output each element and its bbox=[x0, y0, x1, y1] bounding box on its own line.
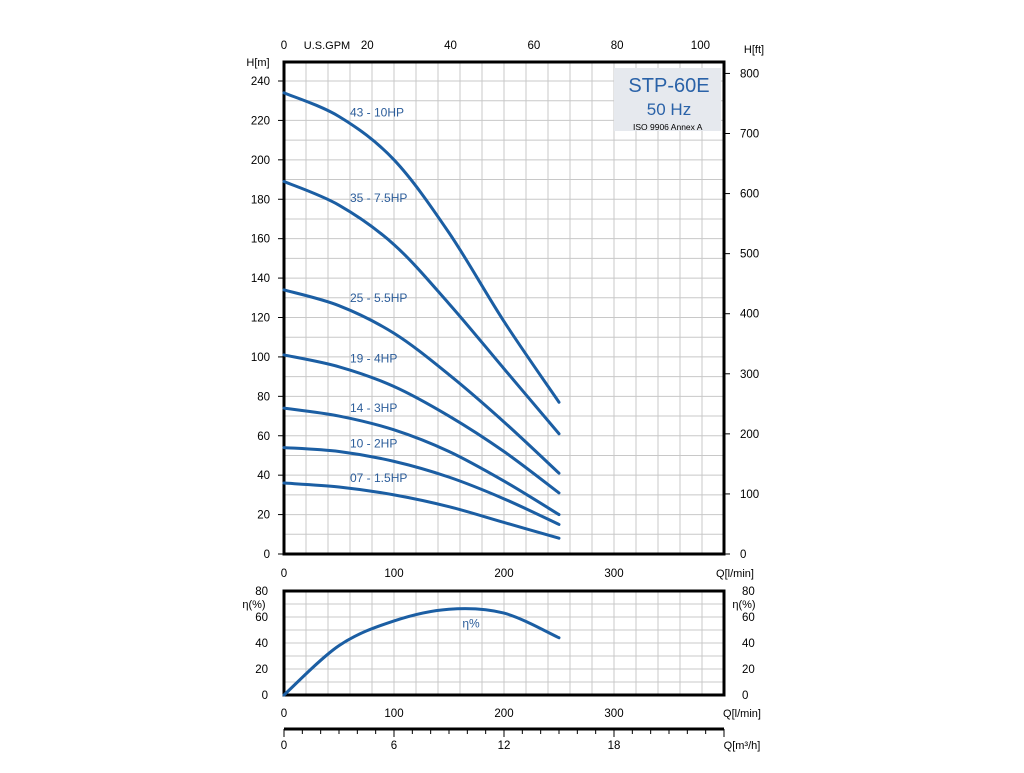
x-tick-label: 100 bbox=[384, 568, 403, 580]
x-axis-title: Q[l/min] bbox=[716, 568, 754, 580]
eff-right-tick-label: 40 bbox=[742, 638, 755, 650]
eff-left-axis-title: η(%) bbox=[242, 599, 265, 611]
m3h-tick-label: 6 bbox=[391, 740, 397, 752]
y-tick-label: 20 bbox=[257, 510, 270, 522]
gpm-tick-label: 80 bbox=[611, 40, 624, 52]
curve-label: 35 - 7.5HP bbox=[350, 191, 407, 205]
eff-left-tick-label: 80 bbox=[255, 586, 268, 598]
ft-tick-label: 300 bbox=[740, 369, 759, 381]
head-curve bbox=[282, 446, 561, 526]
x-tick-label: 300 bbox=[604, 568, 623, 580]
eff-x-tick-label: 200 bbox=[494, 708, 513, 720]
ft-tick-label: 100 bbox=[740, 489, 759, 501]
eff-right-tick-label: 20 bbox=[742, 664, 755, 676]
title-box: STP-60E 50 Hz ISO 9906 Annex A bbox=[614, 68, 721, 132]
curve-label: 14 - 3HP bbox=[350, 401, 397, 415]
eff-x-axis-title: Q[l/min] bbox=[723, 708, 761, 720]
gpm-tick-label: 40 bbox=[444, 40, 457, 52]
x-tick-label: 200 bbox=[494, 568, 513, 580]
m3h-axis-title: Q[m³/h] bbox=[724, 740, 761, 752]
curve-label: 19 - 4HP bbox=[350, 352, 397, 366]
y-tick-label: 140 bbox=[251, 273, 270, 285]
eff-x-tick-label: 0 bbox=[281, 708, 287, 720]
curve-label: 10 - 2HP bbox=[350, 437, 397, 451]
y-tick-label: 160 bbox=[251, 234, 270, 246]
curve-label: 07 - 1.5HP bbox=[350, 471, 407, 485]
eff-left-tick-label: 40 bbox=[255, 638, 268, 650]
ft-tick-label: 400 bbox=[740, 309, 759, 321]
efficiency-curve bbox=[282, 607, 561, 697]
y-tick-label: 40 bbox=[257, 470, 270, 482]
gpm-axis-title: U.S.GPM bbox=[304, 40, 350, 52]
ft-tick-label: 200 bbox=[740, 429, 759, 441]
frequency-label: 50 Hz bbox=[647, 100, 691, 119]
eff-right-tick-label: 80 bbox=[742, 586, 755, 598]
y-tick-label: 60 bbox=[257, 431, 270, 443]
title-box-background bbox=[614, 68, 721, 131]
ft-tick-label: 500 bbox=[740, 249, 759, 261]
ft-tick-label: 700 bbox=[740, 129, 759, 141]
eff-left-tick-label: 60 bbox=[255, 612, 268, 624]
head-plot-frame bbox=[282, 60, 726, 556]
curve-label: 43 - 10HP bbox=[350, 106, 404, 120]
eff-x-tick-label: 300 bbox=[604, 708, 623, 720]
ft-tick-label: 800 bbox=[740, 68, 759, 80]
eff-plot-frame bbox=[282, 589, 726, 697]
gpm-tick-label: 20 bbox=[361, 40, 374, 52]
eff-right-axis-title: η(%) bbox=[732, 599, 755, 611]
head-curve bbox=[282, 406, 561, 517]
y-tick-label: 180 bbox=[251, 194, 270, 206]
m3h-tick-label: 0 bbox=[281, 740, 287, 752]
model-title: STP-60E bbox=[628, 75, 709, 97]
ft-tick-label: 600 bbox=[740, 189, 759, 201]
y-tick-label: 80 bbox=[257, 391, 270, 403]
y-axis-title: H[m] bbox=[246, 57, 269, 69]
eff-left-tick-label: 0 bbox=[262, 690, 268, 702]
gpm-tick-label: 0 bbox=[281, 40, 287, 52]
gpm-tick-label: 100 bbox=[691, 40, 710, 52]
head-curve bbox=[282, 91, 561, 404]
y-tick-label: 240 bbox=[251, 76, 270, 88]
eff-left-tick-label: 20 bbox=[255, 664, 268, 676]
y-tick-label: 120 bbox=[251, 313, 270, 325]
m3h-tick-label: 12 bbox=[498, 740, 511, 752]
x-tick-label: 0 bbox=[281, 568, 287, 580]
gpm-tick-label: 60 bbox=[527, 40, 540, 52]
eff-right-tick-label: 0 bbox=[742, 690, 748, 702]
head-curve bbox=[282, 288, 561, 475]
eff-right-tick-label: 60 bbox=[742, 612, 755, 624]
curve-label: 25 - 5.5HP bbox=[350, 291, 407, 305]
ft-tick-label: 0 bbox=[740, 549, 746, 561]
head-curve bbox=[282, 180, 561, 436]
head-curve bbox=[282, 353, 561, 495]
efficiency-label: η% bbox=[462, 616, 480, 630]
standard-label: ISO 9906 Annex A bbox=[633, 122, 703, 132]
eff-x-tick-label: 100 bbox=[384, 708, 403, 720]
head-curve bbox=[282, 481, 561, 540]
y-tick-label: 0 bbox=[264, 549, 270, 561]
ft-axis-title: H[ft] bbox=[744, 44, 764, 56]
y-tick-label: 200 bbox=[251, 155, 270, 167]
m3h-tick-label: 18 bbox=[608, 740, 621, 752]
y-tick-label: 220 bbox=[251, 115, 270, 127]
y-tick-label: 100 bbox=[251, 352, 270, 364]
